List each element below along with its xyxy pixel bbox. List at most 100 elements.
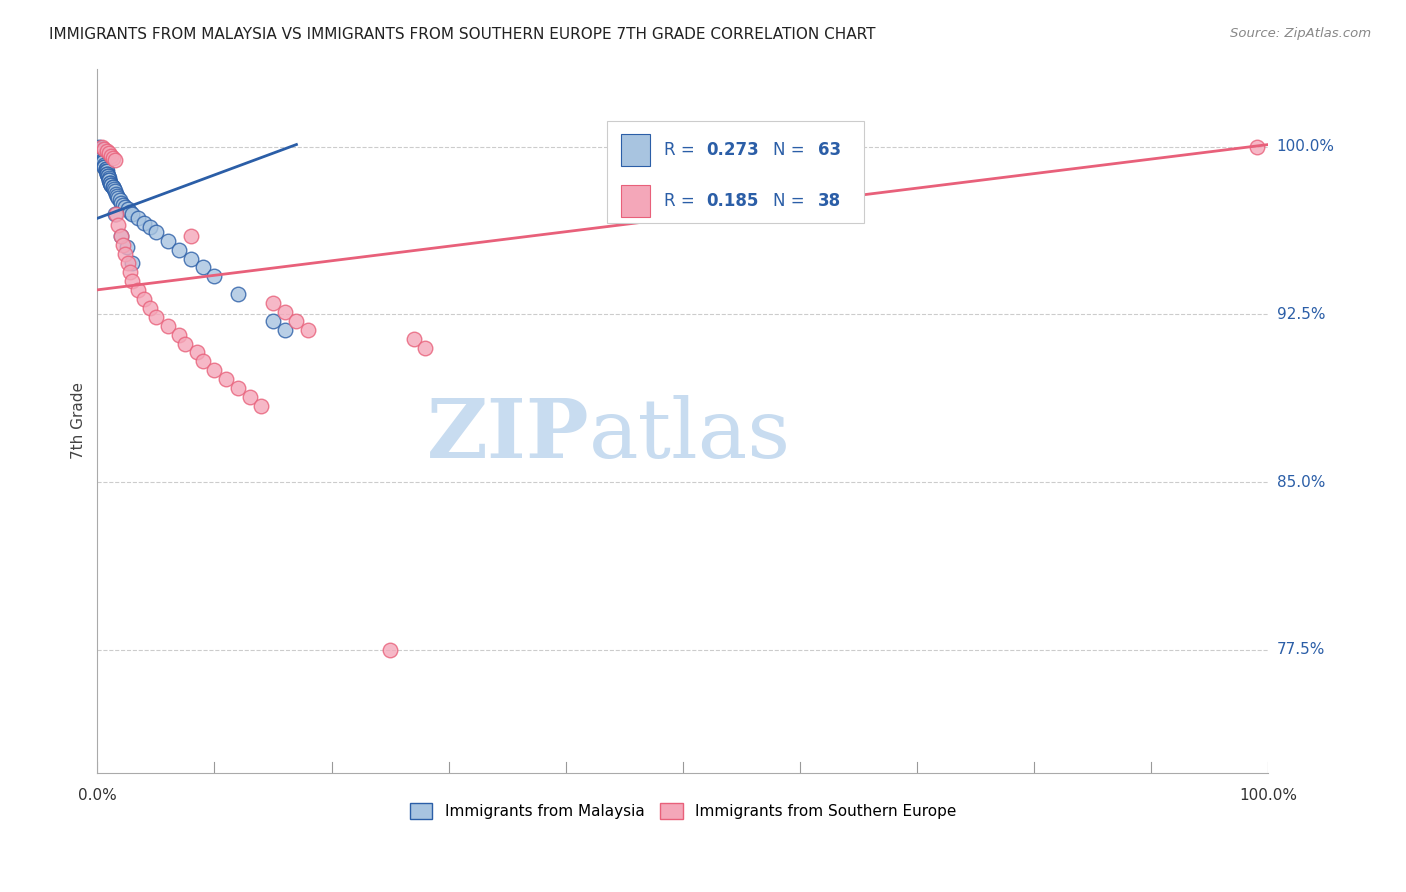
Point	[215, 372, 238, 386]
Point	[262, 314, 284, 328]
Point	[105, 207, 128, 221]
Point	[100, 149, 122, 163]
Point	[121, 207, 143, 221]
Point	[121, 274, 143, 288]
Text: 77.5%: 77.5%	[1277, 642, 1324, 657]
Text: 0.273: 0.273	[706, 141, 759, 159]
Point	[87, 140, 110, 154]
Point	[101, 180, 124, 194]
Point	[274, 323, 297, 337]
Point	[114, 247, 136, 261]
Point	[169, 243, 191, 257]
Point	[93, 158, 115, 172]
Point	[114, 200, 136, 214]
Point	[297, 323, 319, 337]
Point	[100, 178, 122, 192]
Legend: Immigrants from Malaysia, Immigrants from Southern Europe: Immigrants from Malaysia, Immigrants fro…	[404, 797, 962, 825]
Point	[112, 238, 135, 252]
Point	[91, 140, 114, 154]
Point	[110, 229, 132, 244]
Point	[107, 218, 129, 232]
Point	[96, 167, 118, 181]
Text: 100.0%: 100.0%	[1240, 789, 1298, 804]
Point	[226, 381, 249, 395]
Text: N =: N =	[773, 141, 810, 159]
Point	[96, 167, 118, 181]
Point	[98, 176, 121, 190]
Point	[91, 151, 114, 165]
Point	[134, 292, 156, 306]
Point	[127, 283, 149, 297]
Point	[262, 296, 284, 310]
Point	[274, 305, 297, 319]
Point	[180, 252, 202, 266]
Point	[98, 171, 121, 186]
Point	[139, 220, 162, 235]
Point	[186, 345, 208, 359]
Text: ZIP: ZIP	[426, 395, 589, 475]
Text: N =: N =	[773, 192, 810, 210]
Point	[98, 173, 121, 187]
Text: IMMIGRANTS FROM MALAYSIA VS IMMIGRANTS FROM SOUTHERN EUROPE 7TH GRADE CORRELATIO: IMMIGRANTS FROM MALAYSIA VS IMMIGRANTS F…	[49, 27, 876, 42]
Point	[89, 145, 111, 159]
Point	[174, 336, 197, 351]
Point	[204, 269, 226, 284]
Point	[94, 162, 117, 177]
Point	[104, 153, 127, 168]
Point	[191, 354, 214, 368]
Point	[104, 185, 127, 199]
Text: atlas: atlas	[589, 395, 792, 475]
Point	[91, 151, 114, 165]
Point	[156, 318, 179, 333]
FancyBboxPatch shape	[607, 121, 865, 224]
Point	[90, 146, 112, 161]
Point	[94, 164, 117, 178]
Point	[169, 327, 191, 342]
Point	[93, 142, 115, 156]
Point	[90, 146, 112, 161]
Point	[239, 390, 262, 404]
Point	[250, 399, 273, 413]
Point	[94, 162, 117, 177]
Point	[110, 229, 132, 244]
Text: 63: 63	[817, 141, 841, 159]
Point	[139, 301, 162, 315]
Point	[103, 182, 125, 196]
Point	[285, 314, 308, 328]
Point	[97, 169, 120, 183]
FancyBboxPatch shape	[621, 134, 650, 166]
Point	[91, 153, 114, 168]
Point	[105, 186, 128, 201]
Point	[98, 173, 121, 187]
Point	[91, 149, 114, 163]
Point	[121, 256, 143, 270]
Y-axis label: 7th Grade: 7th Grade	[72, 382, 86, 459]
Point	[90, 149, 112, 163]
Text: 38: 38	[817, 192, 841, 210]
Point	[91, 155, 114, 169]
Point	[98, 146, 121, 161]
Point	[1246, 140, 1268, 154]
Point	[97, 169, 120, 183]
Point	[87, 142, 110, 156]
Point	[180, 229, 202, 244]
Text: 92.5%: 92.5%	[1277, 307, 1326, 322]
Point	[89, 142, 111, 156]
Point	[145, 225, 167, 239]
Point	[91, 155, 114, 169]
Point	[93, 160, 115, 174]
FancyBboxPatch shape	[621, 186, 650, 217]
Point	[98, 176, 121, 190]
Point	[120, 265, 142, 279]
Point	[110, 195, 132, 210]
Point	[191, 260, 214, 275]
Text: 100.0%: 100.0%	[1277, 139, 1334, 154]
Text: R =: R =	[664, 141, 700, 159]
Point	[112, 198, 135, 212]
Point	[413, 341, 436, 355]
Point	[204, 363, 226, 377]
Point	[226, 287, 249, 301]
Point	[93, 160, 115, 174]
Point	[120, 204, 142, 219]
Point	[117, 202, 139, 217]
